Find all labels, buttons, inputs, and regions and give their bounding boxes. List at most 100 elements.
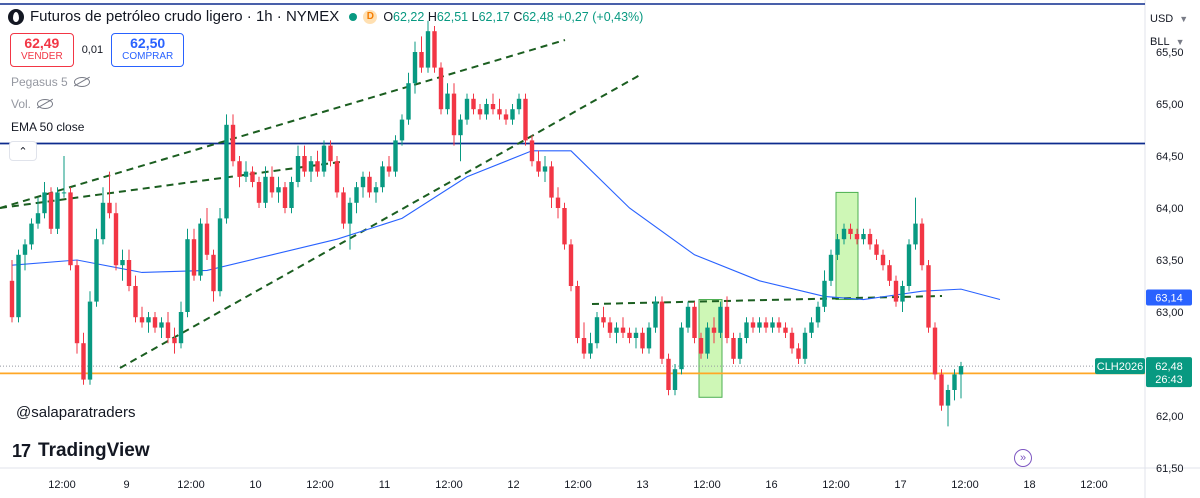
candle-body	[594, 317, 600, 344]
candle-body	[497, 109, 502, 115]
candle-body	[321, 145, 327, 172]
candle-body	[328, 145, 333, 162]
chart-header: Futuros de petróleo crudo ligero · 1h · …	[8, 8, 643, 25]
candle-body	[848, 228, 853, 234]
candle-body	[815, 306, 821, 323]
candle-body	[692, 306, 697, 338]
candle-body	[263, 176, 268, 203]
candle-body	[302, 156, 307, 172]
candle-body	[640, 332, 645, 349]
candle-body	[503, 114, 509, 120]
candle-body	[757, 322, 762, 328]
time-tick-label: 12:00	[306, 479, 334, 491]
candle-body	[568, 244, 574, 286]
candle-body	[191, 239, 197, 276]
candle-body	[770, 322, 775, 328]
countdown-label: 26:43	[1155, 374, 1183, 386]
candle-body	[74, 265, 80, 344]
indicator-pegasus[interactable]: Pegasus 5	[11, 75, 90, 89]
ema-price-label: 63,14	[1155, 292, 1183, 304]
last-price-bg	[1146, 357, 1192, 388]
eye-hidden-icon[interactable]	[73, 77, 90, 87]
eye-hidden-icon[interactable]	[37, 99, 54, 109]
sell-button[interactable]: 62,49 VENDER	[10, 33, 74, 67]
symbol-title[interactable]: Futuros de petróleo crudo ligero · 1h · …	[30, 8, 340, 25]
candle-body	[9, 280, 15, 318]
sell-label: VENDER	[21, 51, 63, 62]
time-tick-label: 12:00	[1080, 479, 1108, 491]
candle-body	[29, 223, 34, 245]
candle-body	[510, 109, 515, 120]
candle-body	[133, 286, 138, 318]
time-tick-label: 12:00	[693, 479, 721, 491]
candle-body	[178, 312, 184, 344]
candle-body	[445, 93, 450, 110]
trade-panel: 62,49 VENDER 0,01 62,50 COMPRAR	[10, 33, 185, 67]
candle-body	[549, 166, 554, 198]
candle-body	[198, 223, 203, 276]
candle-body	[237, 161, 242, 177]
candle-body	[796, 348, 801, 359]
trendline	[0, 161, 341, 209]
candle-body	[555, 197, 561, 208]
buy-button[interactable]: 62,50 COMPRAR	[111, 33, 185, 67]
candle-body	[269, 176, 275, 193]
candle-body	[633, 332, 639, 338]
scroll-to-realtime-button[interactable]: »	[1014, 449, 1032, 467]
candle-body	[250, 171, 255, 182]
candle-body	[841, 228, 847, 240]
candle-body	[360, 176, 366, 188]
candle-body	[731, 338, 736, 359]
candle-body	[406, 83, 411, 120]
candle-body	[315, 161, 320, 172]
price-tick-label: 61,50	[1156, 463, 1184, 475]
buy-price: 62,50	[130, 35, 166, 51]
candle-body	[939, 374, 944, 406]
delayed-badge: D	[363, 9, 378, 24]
candle-body	[679, 327, 684, 370]
candle-body	[783, 327, 788, 333]
spread-value: 0,01	[81, 44, 104, 56]
time-tick-label: 12:00	[564, 479, 592, 491]
time-tick-label: 12:00	[435, 479, 463, 491]
candle-body	[432, 31, 437, 68]
candle-body	[536, 161, 541, 172]
candle-body	[165, 322, 171, 338]
candle-body	[393, 140, 398, 172]
candle-body	[308, 161, 314, 172]
unit-selector[interactable]: BLL ▼	[1150, 36, 1185, 48]
indicator-volume[interactable]: Vol.	[11, 97, 54, 111]
candle-body	[81, 343, 86, 380]
currency-label: USD	[1150, 13, 1174, 25]
candle-body	[204, 223, 210, 255]
ohlc-close: 62,48	[522, 9, 554, 24]
price-tick-label: 64,00	[1156, 203, 1184, 215]
price-tick-label: 63,00	[1156, 307, 1184, 319]
currency-selector[interactable]: USD ▼	[1150, 13, 1188, 25]
collapse-legend-button[interactable]: ⌃	[9, 141, 37, 161]
candle-body	[919, 223, 925, 266]
candle-body	[926, 265, 931, 328]
time-tick-label: 16	[765, 479, 777, 491]
trendline	[119, 74, 641, 369]
candle-body	[61, 192, 67, 194]
candle-body	[581, 338, 587, 354]
candle-body	[724, 306, 730, 338]
candle-body	[341, 192, 346, 224]
candle-body	[425, 31, 431, 68]
candle-body	[185, 239, 190, 312]
candle-body	[672, 369, 678, 390]
ohlc-low: 62,17	[478, 9, 510, 24]
trendline	[591, 295, 943, 305]
chevron-down-icon: ▼	[1175, 37, 1185, 47]
indicator-ema[interactable]: EMA 50 close	[11, 120, 84, 134]
candle-body	[607, 322, 613, 333]
symbol-logo-icon	[8, 8, 24, 25]
chevron-down-icon: ▼	[1179, 14, 1189, 24]
last-price-label: 62,48	[1155, 361, 1183, 373]
candle-body	[16, 254, 21, 318]
candle-body	[601, 317, 606, 323]
candle-body	[471, 98, 476, 110]
time-tick-label: 12:00	[822, 479, 850, 491]
